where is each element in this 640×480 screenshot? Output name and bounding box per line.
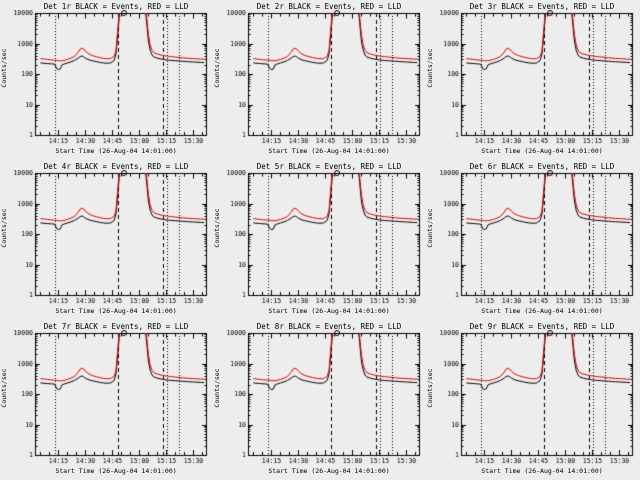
panel-title: Det 7r BLACK = Events, RED = LLD: [43, 322, 189, 331]
detector-plot-canvas-4: [8, 170, 211, 308]
detector-plot-canvas-3: [434, 10, 637, 148]
panel-title: Det 1r BLACK = Events, RED = LLD: [43, 2, 189, 11]
panel-title: Det 4r BLACK = Events, RED = LLD: [43, 162, 189, 171]
x-axis-label: Start Time (26-Aug-04 14:01:00): [55, 307, 177, 315]
panel-title: Det 3r BLACK = Events, RED = LLD: [469, 2, 615, 11]
panel-title: Det 6r BLACK = Events, RED = LLD: [469, 162, 615, 171]
detector-panel-7: Det 7r BLACK = Events, RED = LLD Counts/…: [0, 320, 213, 480]
y-axis-label: Counts/sec: [0, 48, 8, 88]
x-axis-label: Start Time (26-Aug-04 14:01:00): [55, 467, 177, 475]
x-axis-label: Start Time (26-Aug-04 14:01:00): [268, 307, 390, 315]
panel-title: Det 2r BLACK = Events, RED = LLD: [256, 2, 402, 11]
detector-plot-canvas-5: [221, 170, 424, 308]
detector-panel-5: Det 5r BLACK = Events, RED = LLD Counts/…: [213, 160, 426, 320]
detector-plot-canvas-6: [434, 170, 637, 308]
detector-panel-2: Det 2r BLACK = Events, RED = LLD Counts/…: [213, 0, 426, 160]
x-axis-label: Start Time (26-Aug-04 14:01:00): [268, 147, 390, 155]
x-axis-label: Start Time (26-Aug-04 14:01:00): [268, 467, 390, 475]
detector-panel-9: Det 9r BLACK = Events, RED = LLD Counts/…: [426, 320, 639, 480]
y-axis-label: Counts/sec: [426, 208, 434, 248]
y-axis-label: Counts/sec: [0, 368, 8, 408]
detector-plot-canvas-7: [8, 330, 211, 468]
detector-panel-1: Det 1r BLACK = Events, RED = LLD Counts/…: [0, 0, 213, 160]
y-axis-label: Counts/sec: [213, 368, 221, 408]
panel-title: Det 5r BLACK = Events, RED = LLD: [256, 162, 402, 171]
detector-plot-canvas-1: [8, 10, 211, 148]
y-axis-label: Counts/sec: [213, 208, 221, 248]
detector-plot-canvas-2: [221, 10, 424, 148]
y-axis-label: Counts/sec: [0, 208, 8, 248]
detector-panel-3: Det 3r BLACK = Events, RED = LLD Counts/…: [426, 0, 639, 160]
detector-panel-6: Det 6r BLACK = Events, RED = LLD Counts/…: [426, 160, 639, 320]
y-axis-label: Counts/sec: [426, 48, 434, 88]
y-axis-label: Counts/sec: [213, 48, 221, 88]
detector-plot-canvas-9: [434, 330, 637, 468]
x-axis-label: Start Time (26-Aug-04 14:01:00): [481, 307, 603, 315]
x-axis-label: Start Time (26-Aug-04 14:01:00): [481, 147, 603, 155]
x-axis-label: Start Time (26-Aug-04 14:01:00): [55, 147, 177, 155]
y-axis-label: Counts/sec: [426, 368, 434, 408]
detector-plot-canvas-8: [221, 330, 424, 468]
detector-panel-4: Det 4r BLACK = Events, RED = LLD Counts/…: [0, 160, 213, 320]
panel-title: Det 9r BLACK = Events, RED = LLD: [469, 322, 615, 331]
panel-title: Det 8r BLACK = Events, RED = LLD: [256, 322, 402, 331]
x-axis-label: Start Time (26-Aug-04 14:01:00): [481, 467, 603, 475]
detector-panel-8: Det 8r BLACK = Events, RED = LLD Counts/…: [213, 320, 426, 480]
